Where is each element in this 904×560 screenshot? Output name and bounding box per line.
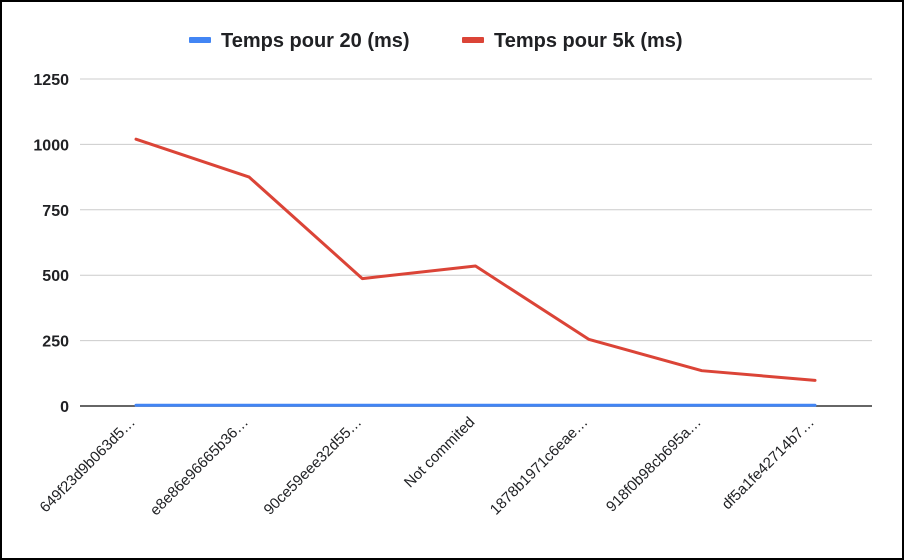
y-tick-label-1000: 1000 — [33, 137, 69, 154]
x-tick-label-4: 1878b1971c6eae… — [487, 414, 592, 519]
data-point-s0-2 — [361, 404, 363, 406]
data-point-s0-5 — [701, 404, 703, 406]
data-point-s0-4 — [588, 404, 590, 406]
data-point-s1-5 — [701, 370, 703, 372]
y-tick-label-500: 500 — [42, 268, 69, 285]
data-point-s1-3 — [475, 265, 476, 267]
gridlines — [80, 78, 872, 407]
x-tick-label-6: df5a1fe42714b7… — [719, 414, 818, 513]
data-point-s1-1 — [248, 176, 250, 178]
x-tick-label-1: e8e86e96665b36… — [147, 414, 252, 519]
legend-label-temps-20: Temps pour 20 (ms) — [221, 30, 410, 52]
legend-swatch-temps-20 — [189, 37, 211, 43]
data-point-s0-6 — [814, 404, 816, 406]
x-tick-label-3: Not commited — [401, 414, 478, 491]
y-tick-label-750: 750 — [42, 203, 69, 220]
data-point-s1-2 — [361, 278, 363, 280]
data-point-s1-0 — [135, 138, 137, 140]
data-point-s0-3 — [475, 404, 476, 406]
legend: Temps pour 20 (ms) Temps pour 5k (ms) — [189, 30, 683, 52]
x-tick-label-5: 918f0b98cb695a… — [603, 414, 705, 516]
series-line-1 — [134, 137, 817, 382]
x-axis-ticks: 649f23d9b063d5… e8e86e96665b36… 90ce59eee3… — [37, 414, 818, 519]
y-tick-label-250: 250 — [42, 334, 69, 351]
data-point-s0-0 — [135, 404, 137, 406]
y-tick-label-0: 0 — [60, 399, 69, 416]
x-tick-label-2: 90ce59eee32d55… — [261, 414, 366, 519]
data-point-s1-4 — [588, 338, 590, 340]
legend-swatch-temps-5k — [462, 37, 484, 43]
legend-label-temps-5k: Temps pour 5k (ms) — [494, 30, 683, 52]
y-tick-label-1250: 1250 — [33, 72, 69, 89]
data-point-s1-6 — [814, 379, 816, 381]
y-axis-ticks: 0 250 500 750 1000 1250 — [33, 72, 69, 416]
series-group — [134, 137, 817, 407]
x-tick-label-0: 649f23d9b063d5… — [37, 414, 139, 516]
data-point-s0-1 — [248, 404, 250, 406]
